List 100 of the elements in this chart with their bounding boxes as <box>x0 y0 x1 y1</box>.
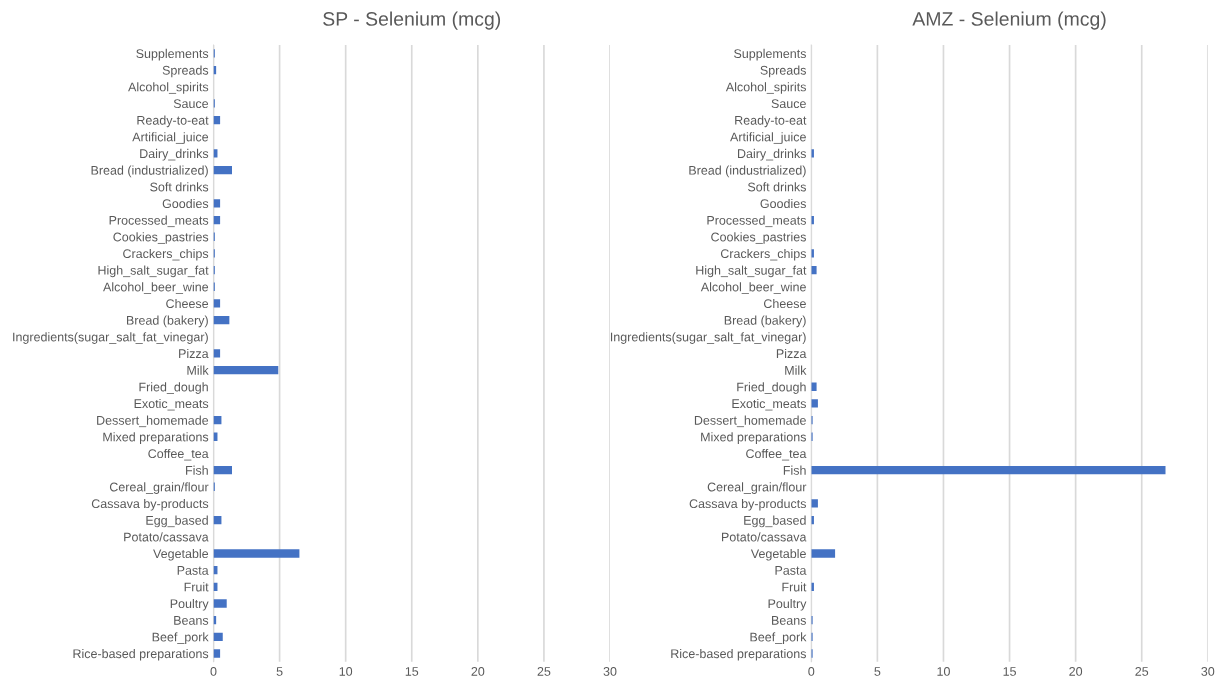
y-tick-label: Beans <box>772 616 806 625</box>
x-tick-label: 20 <box>1069 667 1083 676</box>
y-tick-label: Egg_based <box>744 515 806 528</box>
y-tick-label: Rice-based preparations <box>73 648 209 661</box>
y-tick-label: Milk <box>785 365 807 375</box>
y-tick-label: Beef_pork <box>750 632 807 644</box>
y-tick-label: Supplements <box>734 48 806 61</box>
y-tick-label: Poultry <box>768 598 807 611</box>
bar <box>213 165 232 175</box>
y-tick-label: Alcohol_spirits <box>128 82 209 94</box>
x-tick-label: 30 <box>603 667 617 676</box>
bar <box>213 315 230 325</box>
x-tick-label: 0 <box>210 667 217 676</box>
y-tick-label: Vegetable <box>750 548 806 561</box>
y-tick-label: Pasta <box>177 566 209 575</box>
y-tick-label: High_salt_sugar_fat <box>98 265 209 278</box>
y-tick-label: Fruit <box>184 582 209 592</box>
y-tick-label: Alcohol_spirits <box>725 82 806 94</box>
y-tick-label: Supplements <box>136 48 209 61</box>
bar <box>213 199 221 208</box>
y-tick-label: Bread (bakery) <box>127 315 208 328</box>
x-tick-label: 15 <box>405 667 419 676</box>
y-tick-label: Alcohol_beer_wine <box>700 282 806 294</box>
y-tick-label: Processed_meats <box>109 215 209 228</box>
y-tick-label: Potato/cassava <box>124 532 209 542</box>
x-tick-label: 25 <box>1135 667 1149 676</box>
y-tick-label: High_salt_sugar_fat <box>696 265 807 278</box>
y-tick-label: Dessert_homemade <box>694 415 806 428</box>
y-tick-label: Dessert_homemade <box>97 415 209 428</box>
bar <box>811 549 836 558</box>
y-tick-label: Dairy_drinks <box>738 148 806 161</box>
y-tick-label: Poultry <box>170 598 209 611</box>
y-tick-label: Pizza <box>776 348 807 359</box>
y-tick-label: Spreads <box>760 65 806 78</box>
bar <box>811 265 817 275</box>
y-tick-label: Cookies_pastries <box>113 232 209 244</box>
y-tick-label: Cassava by-products <box>91 498 209 511</box>
y-tick-label: Bread (industrialized) <box>689 165 806 178</box>
y-tick-label: Mixed preparations <box>701 432 806 444</box>
y-tick-label: Ready-to-eat <box>735 115 807 128</box>
bar <box>811 465 1166 475</box>
y-tick-label: Artificial_juice <box>730 132 806 144</box>
y-tick-label: Bread (industrialized) <box>91 165 208 178</box>
x-tick-label: 30 <box>1201 667 1215 676</box>
y-tick-label: Vegetable <box>153 548 209 561</box>
y-tick-label: Exotic_meats <box>732 398 806 411</box>
y-tick-label: Bread (bakery) <box>724 315 806 328</box>
chart-title: AMZ - Selenium (mcg) <box>912 11 1106 30</box>
y-tick-label: Cheese <box>763 298 806 309</box>
y-tick-label: Ready-to-eat <box>137 115 209 128</box>
y-tick-label: Fish <box>783 465 806 475</box>
x-tick-label: 10 <box>339 667 353 676</box>
y-tick-label: Coffee_tea <box>148 448 209 461</box>
y-tick-label: Goodies <box>760 198 806 209</box>
x-tick-label: 25 <box>537 667 551 676</box>
bar <box>213 549 300 558</box>
y-tick-label: Processed_meats <box>707 215 806 228</box>
bar <box>213 299 221 308</box>
bar <box>811 499 818 508</box>
y-tick-label: Crackers_chips <box>720 248 806 261</box>
y-tick-label: Egg_based <box>146 515 208 528</box>
y-tick-label: Cassava by-products <box>689 498 806 511</box>
y-tick-label: Fried_dough <box>139 382 208 394</box>
y-tick-label: Artificial_juice <box>132 132 209 144</box>
chart-title: SP - Selenium (mcg) <box>323 11 501 30</box>
bar <box>213 365 279 375</box>
x-tick-label: 15 <box>1003 667 1016 676</box>
y-tick-label: Pizza <box>179 348 209 359</box>
y-tick-label: Beef_pork <box>152 632 209 644</box>
y-tick-label: Soft drinks <box>747 182 806 192</box>
y-tick-label: Ingredients(sugar_salt_fat_vinegar) <box>13 332 208 344</box>
y-tick-label: Fish <box>186 465 208 475</box>
bar <box>811 382 817 391</box>
y-tick-label: Cereal_grain/flour <box>109 482 209 494</box>
y-tick-label: Alcohol_beer_wine <box>103 282 209 294</box>
x-tick-label: 5 <box>276 667 283 676</box>
y-tick-label: Dairy_drinks <box>140 148 209 161</box>
y-tick-label: Fruit <box>782 582 807 592</box>
y-tick-label: Cheese <box>166 298 209 309</box>
y-tick-label: Pasta <box>775 566 807 575</box>
y-tick-label: Crackers_chips <box>123 248 209 261</box>
y-tick-label: Ingredients(sugar_salt_fat_vinegar) <box>610 332 806 344</box>
y-tick-label: Cereal_grain/flour <box>707 482 807 494</box>
bar <box>213 599 227 608</box>
y-tick-label: Beans <box>174 616 209 625</box>
y-tick-label: Sauce <box>173 99 209 109</box>
bar <box>213 465 232 475</box>
y-tick-label: Rice-based preparations <box>671 648 806 661</box>
y-tick-label: Spreads <box>162 65 209 78</box>
bar <box>213 632 223 641</box>
x-tick-label: 10 <box>937 667 950 676</box>
y-tick-label: Sauce <box>771 99 806 109</box>
y-tick-label: Exotic_meats <box>134 398 209 411</box>
y-tick-label: Goodies <box>162 198 209 209</box>
y-tick-label: Mixed preparations <box>103 432 209 444</box>
x-tick-label: 20 <box>471 667 485 676</box>
y-tick-label: Milk <box>187 365 209 375</box>
bar <box>811 399 818 408</box>
y-tick-label: Soft drinks <box>150 182 209 192</box>
y-tick-label: Cookies_pastries <box>711 232 806 244</box>
